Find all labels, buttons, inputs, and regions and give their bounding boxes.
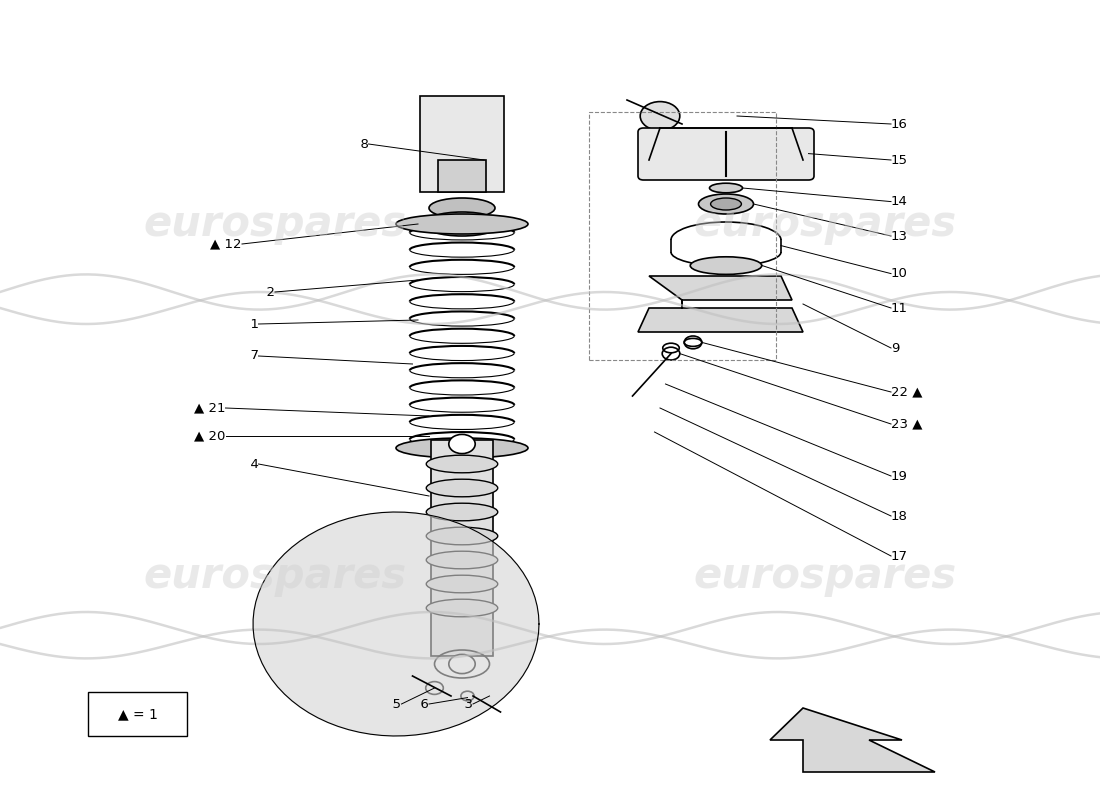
Text: 14: 14 [891,195,908,208]
Text: 18: 18 [891,510,908,522]
Text: eurospares: eurospares [143,203,407,245]
Text: eurospares: eurospares [143,555,407,597]
Bar [438,160,486,192]
Circle shape [449,654,475,674]
Text: eurospares: eurospares [693,555,957,597]
Ellipse shape [427,551,497,569]
Bar [420,96,504,192]
Text: 15: 15 [891,154,908,166]
Text: 22 ▲: 22 ▲ [891,386,923,398]
Text: ▲ = 1: ▲ = 1 [118,707,157,722]
Ellipse shape [427,479,497,497]
Bar [88,692,187,736]
Text: ▲ 20: ▲ 20 [194,430,226,442]
Text: 3: 3 [456,698,473,710]
Polygon shape [253,512,539,736]
Text: 11: 11 [891,302,908,314]
Ellipse shape [429,198,495,218]
Text: 6: 6 [412,698,429,710]
Ellipse shape [427,503,497,521]
Ellipse shape [691,257,761,274]
Ellipse shape [710,183,742,193]
Circle shape [684,336,702,349]
Text: eurospares: eurospares [693,203,957,245]
Polygon shape [770,708,935,772]
Text: 17: 17 [891,550,908,562]
Text: ▲ 12: ▲ 12 [210,238,242,250]
Text: 19: 19 [891,470,908,482]
FancyBboxPatch shape [638,128,814,180]
Circle shape [640,102,680,130]
Ellipse shape [427,455,497,473]
Text: 5: 5 [385,698,402,710]
Bar [431,440,493,656]
Text: 13: 13 [891,230,908,242]
Text: 1: 1 [242,318,258,330]
Ellipse shape [424,212,500,236]
Polygon shape [638,276,803,332]
Ellipse shape [396,438,528,458]
Text: 7: 7 [242,350,258,362]
Ellipse shape [427,575,497,593]
Text: 2: 2 [258,286,275,298]
Circle shape [449,434,475,454]
Ellipse shape [711,198,741,210]
Text: 10: 10 [891,267,908,280]
Ellipse shape [396,214,528,234]
Ellipse shape [698,194,754,214]
Text: 23 ▲: 23 ▲ [891,418,923,430]
Bar [588,112,775,360]
Text: 9: 9 [891,342,900,354]
Text: 8: 8 [352,138,368,150]
Ellipse shape [427,527,497,545]
Ellipse shape [427,599,497,617]
Text: 4: 4 [242,458,258,470]
Text: 16: 16 [891,118,908,130]
Text: ▲ 21: ▲ 21 [194,402,226,414]
